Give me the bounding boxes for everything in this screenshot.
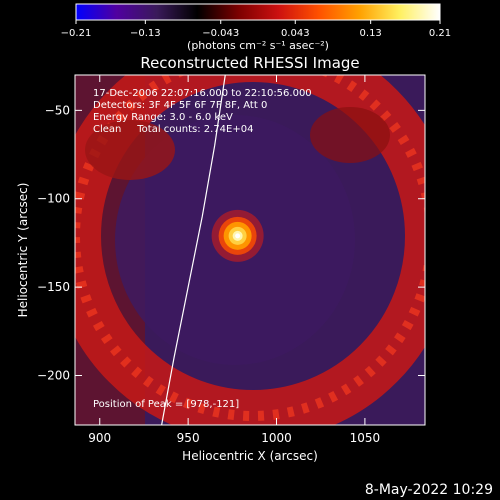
annotation-detectors: Detectors: 3F 4F 5F 6F 7F 8F, Att 0 bbox=[93, 100, 267, 111]
flare-source bbox=[211, 209, 264, 262]
colorbar-tick-label: 0.21 bbox=[429, 28, 451, 39]
chart-title: Reconstructed RHESSI Image bbox=[140, 54, 359, 72]
colorbar-tick-label: −0.13 bbox=[130, 28, 161, 39]
y-tick-label: −50 bbox=[45, 103, 70, 117]
annotation-energy-range: Energy Range: 3.0 - 6.0 keV bbox=[93, 112, 233, 123]
upper-right-lobe bbox=[310, 107, 390, 163]
colorbar-unit-label: (photons cm⁻² s⁻¹ asec⁻²) bbox=[187, 39, 329, 52]
annotation-total-counts: Clean Total counts: 2.74E+04 bbox=[93, 124, 253, 135]
x-tick-label: 1050 bbox=[350, 431, 381, 445]
annotation-time-range: 17-Dec-2006 22:07:16.000 to 22:10:56.000 bbox=[93, 88, 312, 99]
y-tick-label: −150 bbox=[37, 280, 70, 294]
x-tick-label: 900 bbox=[88, 431, 111, 445]
flare-glow-ring bbox=[235, 233, 241, 239]
y-tick-label: −100 bbox=[37, 192, 70, 206]
colorbar-tick-label: −0.043 bbox=[202, 28, 239, 39]
x-axis-label: Heliocentric X (arcsec) bbox=[182, 449, 318, 463]
x-tick-label: 950 bbox=[177, 431, 200, 445]
footer-date: 8-May-2022 10:29 bbox=[365, 482, 493, 498]
colorbar-ticks: −0.21 −0.13 −0.043 0.043 0.13 0.21 bbox=[61, 20, 451, 39]
y-axis-label: Heliocentric Y (arcsec) bbox=[16, 183, 30, 318]
axis-ticks: 900 950 1000 1050 −50 −100 −150 −200 bbox=[37, 75, 425, 445]
solar-limb-line bbox=[161, 75, 226, 425]
plot-area: 900 950 1000 1050 −50 −100 −150 −200 17-Dec-200… bbox=[37, 74, 426, 445]
colorbar-strip bbox=[75, 3, 441, 21]
plot-frame bbox=[74, 74, 426, 426]
upper-left-lobe bbox=[85, 120, 175, 180]
colorbar: −0.21 −0.13 −0.043 0.043 0.13 0.21 (photons c… bbox=[61, 3, 451, 52]
x-tick-label: 1000 bbox=[261, 431, 292, 445]
colorbar-tick-label: −0.21 bbox=[61, 28, 92, 39]
ring-outer bbox=[75, 75, 425, 425]
colorbar-tick-label: 0.043 bbox=[281, 28, 310, 39]
y-tick-label: −200 bbox=[37, 369, 70, 383]
colorbar-tick-label: 0.13 bbox=[360, 28, 382, 39]
peak-position-label: Position of Peak = [978,-121] bbox=[93, 399, 239, 410]
